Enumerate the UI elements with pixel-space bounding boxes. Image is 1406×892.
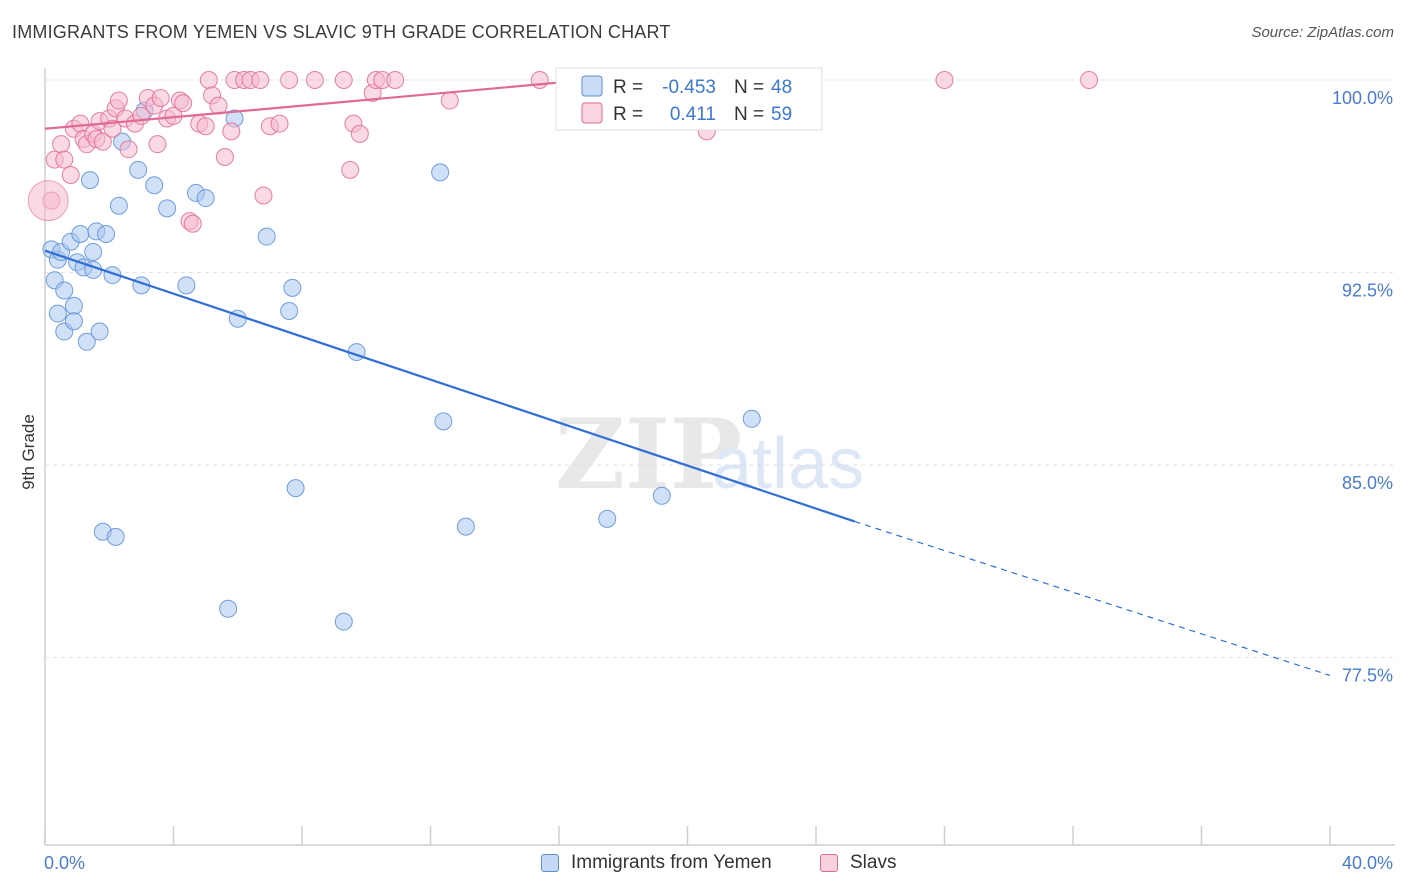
slavs-point-44 (270, 114, 289, 133)
watermark: ZIP atlas (555, 398, 864, 511)
yemen-point-21 (109, 196, 128, 215)
yemen-point-19 (97, 225, 116, 243)
slavs-point-30 (183, 214, 202, 233)
slavs-point-58 (935, 71, 954, 89)
data-points (27, 71, 1099, 631)
legend-label-slavs: Slavs (850, 852, 897, 873)
slavs-point-56 (530, 71, 549, 89)
legend-r-label-1: R = (613, 77, 643, 98)
slavs-point-42 (254, 186, 273, 205)
legend-r-value-2: 0.411 (670, 104, 716, 125)
tick-labels: 100.0% 92.5% 85.0% 77.5% 0.0% 40.0% (44, 88, 1393, 873)
slavs-point-50 (350, 124, 369, 143)
slavs-point-48 (341, 160, 360, 179)
legend-swatch-slavs-bottom (820, 854, 838, 872)
yemen-point-33 (257, 227, 276, 246)
slavs-point-4 (61, 165, 80, 184)
yemen-point-47 (334, 612, 353, 631)
yemen-point-35 (283, 278, 302, 297)
slavs-point-33 (199, 71, 218, 89)
slavs-point-54 (386, 71, 405, 89)
yemen-point-45 (219, 599, 238, 618)
slavs-point-59 (1080, 71, 1099, 89)
yemen-point-4 (48, 304, 67, 323)
legend-r-label-2: R = (613, 104, 643, 125)
slavs-point-18 (119, 140, 138, 159)
yemen-point-41 (652, 486, 671, 505)
legend-n-label-1: N = (734, 77, 764, 98)
yemen-point-42 (742, 409, 761, 428)
slavs-point-large (27, 180, 69, 222)
yemen-point-40 (598, 509, 617, 528)
yemen-point-30 (196, 189, 215, 208)
legend-item-yemen[interactable]: Immigrants from Yemen (541, 852, 772, 874)
stats-legend: R = -0.453 N = 48 R = 0.411 N = 59 (555, 67, 823, 131)
trend-lines (44, 69, 1331, 677)
yemen-trend-line (44, 249, 855, 523)
legend-r-value-1: -0.453 (662, 77, 716, 98)
yemen-point-39 (456, 517, 475, 536)
yemen-point-16 (84, 242, 103, 261)
slavs-point-23 (148, 135, 167, 154)
legend-swatch-yemen (581, 75, 603, 97)
yemen-point-37 (431, 163, 450, 182)
y-axis-label: 9th Grade (19, 414, 38, 490)
slavs-point-16 (109, 91, 128, 110)
yemen-point-28 (177, 276, 196, 295)
yemen-point-23 (129, 160, 148, 179)
yemen-point-46 (286, 479, 305, 498)
slavs-point-2 (52, 135, 71, 154)
x-tick-label-1: 40.0% (1342, 853, 1393, 873)
slavs-point-36 (215, 148, 234, 166)
slavs-point-41 (251, 71, 270, 89)
yemen-point-11 (64, 312, 83, 331)
yemen-point-6 (64, 296, 83, 315)
yemen-point-38 (434, 412, 453, 431)
yemen-point-18 (90, 322, 109, 341)
y-tick-label-2: 85.0% (1342, 473, 1393, 493)
yemen-point-27 (158, 199, 177, 218)
yemen-trend-extension (854, 520, 1331, 677)
slavs-point-37 (222, 122, 241, 141)
legend-swatch-slavs (581, 102, 603, 124)
yemen-point-9 (55, 281, 74, 300)
yemen-point-44 (106, 527, 125, 546)
slavs-point-14 (103, 119, 122, 138)
slavs-point-24 (151, 88, 170, 107)
chart-source: Source: ZipAtlas.com (1251, 24, 1394, 41)
slavs-point-45 (280, 71, 299, 89)
series-legend: Immigrants from Yemen Slavs (0, 852, 1406, 876)
slavs-point-46 (305, 71, 324, 89)
yemen-point-8 (71, 225, 90, 243)
yemen-point-14 (80, 171, 99, 190)
watermark-zip: ZIP (555, 398, 742, 511)
legend-swatch-yemen-bottom (541, 854, 559, 872)
chart-title: IMMIGRANTS FROM YEMEN VS SLAVIC 9TH GRAD… (12, 22, 671, 42)
y-tick-label-1: 92.5% (1342, 281, 1393, 301)
legend-label-yemen: Immigrants from Yemen (571, 852, 772, 873)
legend-n-label-2: N = (734, 104, 764, 125)
legend-n-value-1: 48 (771, 77, 792, 98)
y-tick-label-3: 77.5% (1342, 666, 1393, 686)
yemen-point-26 (145, 176, 164, 195)
slavs-point-32 (196, 117, 215, 136)
yemen-point-34 (280, 302, 299, 320)
slavs-point-28 (174, 94, 193, 113)
legend-n-value-2: 59 (771, 104, 792, 125)
slavs-point-47 (334, 71, 353, 89)
slavs-point-55 (440, 91, 459, 110)
yemen-point-12 (77, 332, 96, 351)
slavs-point-12 (93, 132, 112, 151)
watermark-atlas: atlas (712, 424, 864, 504)
slavs-point-3 (55, 150, 74, 169)
y-tick-label-0: 100.0% (1332, 88, 1393, 108)
gridlines (45, 79, 1395, 658)
x-tick-label-0: 0.0% (44, 853, 85, 873)
legend-item-slavs[interactable]: Slavs (820, 852, 896, 874)
